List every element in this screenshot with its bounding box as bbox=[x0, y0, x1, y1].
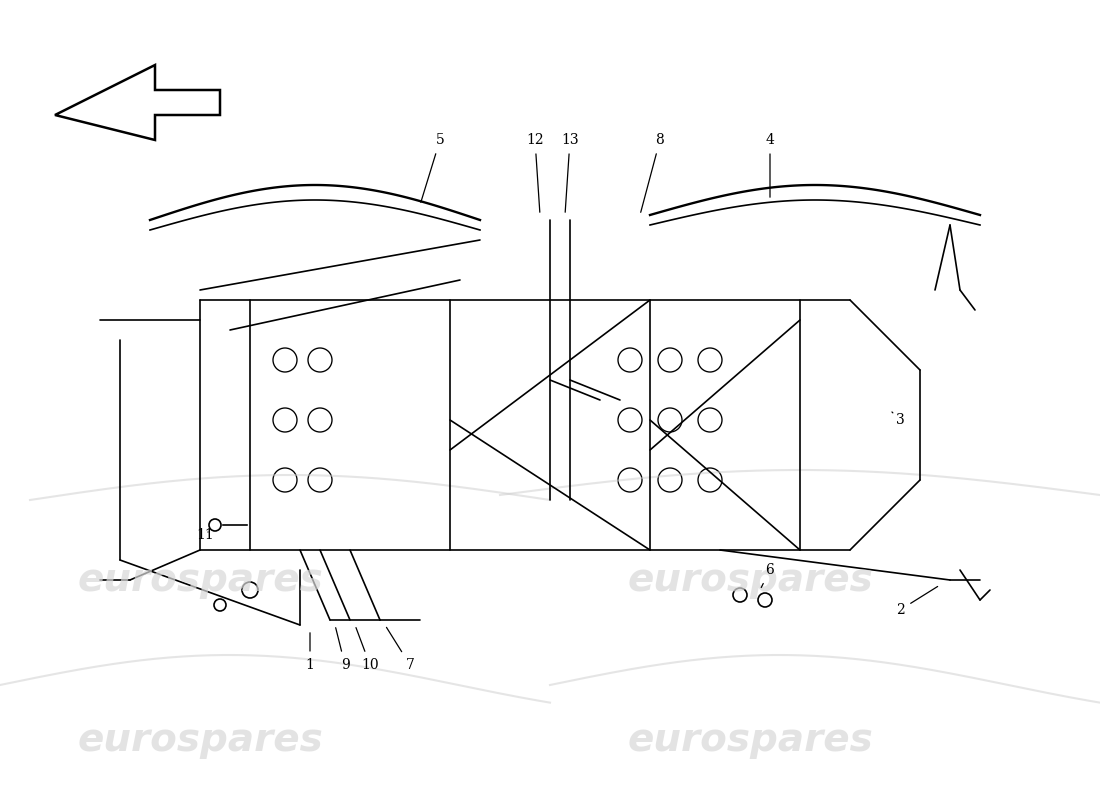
Text: 4: 4 bbox=[766, 133, 774, 198]
Text: 10: 10 bbox=[356, 627, 378, 672]
Text: 2: 2 bbox=[895, 586, 937, 617]
Polygon shape bbox=[55, 65, 220, 140]
Text: 3: 3 bbox=[892, 412, 904, 427]
Text: eurospares: eurospares bbox=[77, 561, 323, 599]
Text: 11: 11 bbox=[196, 528, 213, 542]
Text: eurospares: eurospares bbox=[627, 561, 873, 599]
Text: 6: 6 bbox=[761, 563, 774, 587]
Text: eurospares: eurospares bbox=[627, 721, 873, 759]
Text: 5: 5 bbox=[421, 133, 444, 202]
Text: 13: 13 bbox=[561, 133, 579, 212]
Text: eurospares: eurospares bbox=[77, 721, 323, 759]
Text: 7: 7 bbox=[386, 627, 415, 672]
Text: 9: 9 bbox=[336, 628, 350, 672]
Text: 12: 12 bbox=[526, 133, 543, 212]
Text: 1: 1 bbox=[306, 633, 315, 672]
Text: 8: 8 bbox=[640, 133, 664, 212]
